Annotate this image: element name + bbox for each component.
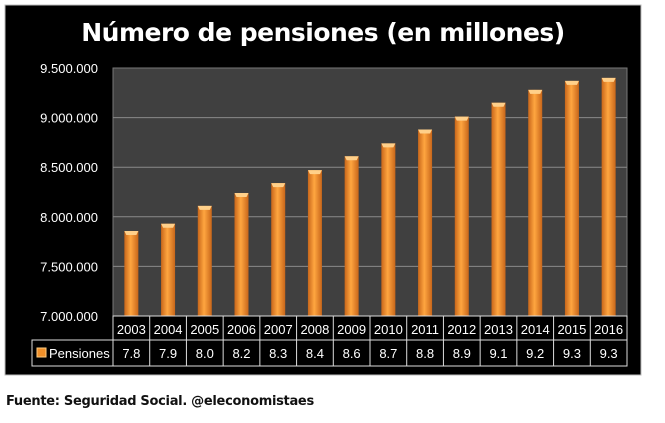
x-tick-label: 2011 [411,322,439,337]
x-tick-label: 2003 [117,322,146,337]
data-label: 8.6 [343,346,361,361]
data-label: 8.2 [232,346,250,361]
bar-cap [528,89,543,94]
bar-cap [344,156,359,161]
bar-2014 [528,89,543,316]
y-tick-label: 8.000.000 [40,210,98,225]
data-label: 8.4 [306,346,324,361]
bar-cap [234,192,249,197]
bar-cap [124,230,139,235]
bar-2003 [124,230,139,316]
data-label: 8.7 [379,346,397,361]
chart-title: Número de pensiones (en millones) [81,18,564,47]
data-label: 9.3 [600,346,618,361]
x-tick-label: 2004 [154,322,183,337]
x-tick-label: 2010 [374,322,403,337]
data-label: 8.3 [269,346,287,361]
data-label: 8.0 [196,346,214,361]
bar-cap [307,170,322,175]
bar-cap [564,80,579,85]
legend-swatch-icon [36,347,47,358]
source-note: Fuente: Seguridad Social. @eleconomistae… [6,394,314,409]
x-tick-label: 2015 [557,322,586,337]
bar-cap [418,129,433,134]
bar-cap [491,102,506,107]
bar-2008 [307,170,322,316]
x-tick-label: 2012 [447,322,476,337]
bar-2009 [344,156,359,316]
bar-2015 [564,80,579,317]
bar-cap [381,143,396,148]
x-tick-label: 2016 [594,322,623,337]
bar-cap [197,205,212,210]
data-label: 9.1 [489,346,507,361]
y-tick-label: 7.500.000 [40,259,98,274]
x-tick-label: 2006 [227,322,256,337]
x-tick-label: 2009 [337,322,366,337]
bar-2005 [197,205,212,316]
bar-2012 [454,116,469,316]
y-tick-label: 9.500.000 [40,61,98,76]
data-label: 8.9 [453,346,471,361]
data-label: 8.8 [416,346,434,361]
x-tick-label: 2005 [190,322,219,337]
y-tick-label: 8.500.000 [40,160,98,175]
bar-cap [601,77,616,82]
data-label: 7.8 [122,346,140,361]
bar-cap [454,116,469,121]
y-tick-label: 9.000.000 [40,111,98,126]
x-tick-label: 2013 [484,322,513,337]
x-tick-label: 2007 [264,322,293,337]
y-tick-label: 7.000.000 [40,309,98,324]
data-label: 9.2 [526,346,544,361]
bar-2011 [418,129,433,316]
bar-cap [271,183,286,188]
bar-2016 [601,77,616,316]
bar-2006 [234,192,249,316]
x-tick-label: 2014 [521,322,550,337]
bar-2004 [161,223,176,316]
data-label: 9.3 [563,346,581,361]
bar-2013 [491,102,506,316]
x-tick-label: 2008 [300,322,329,337]
legend-label: Pensiones [49,346,110,361]
bar-2007 [271,183,286,316]
bar-2010 [381,143,396,316]
data-label: 7.9 [159,346,177,361]
plot-area [112,67,628,317]
bar-cap [161,223,176,228]
